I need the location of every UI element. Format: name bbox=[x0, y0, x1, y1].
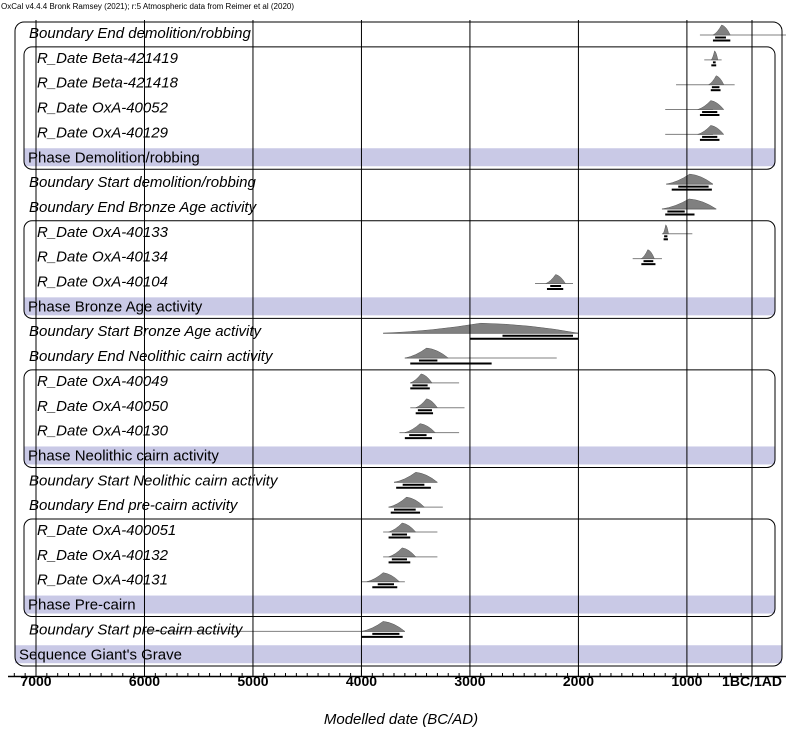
x-tick-label-0: 7000 bbox=[20, 673, 51, 689]
posterior-6 bbox=[666, 173, 714, 185]
posterior-18 bbox=[393, 472, 439, 483]
phase-band-5 bbox=[24, 148, 775, 167]
row-label-16: R_Date OxA-40130 bbox=[37, 423, 169, 440]
phase-bands bbox=[15, 148, 782, 664]
phase-group-box-3 bbox=[23, 518, 776, 618]
row-label-10: R_Date OxA-40104 bbox=[37, 274, 168, 291]
posterior-13 bbox=[404, 347, 449, 359]
posterior-9 bbox=[640, 249, 655, 259]
row-label-3: R_Date OxA-40052 bbox=[37, 100, 169, 117]
posterior-7 bbox=[661, 198, 718, 210]
row-label-13: Boundary End Neolithic cairn activity bbox=[29, 348, 274, 365]
row-label-22: R_Date OxA-40131 bbox=[37, 572, 168, 589]
row-label-0: Boundary End demolition/robbing bbox=[29, 25, 251, 42]
row-labels: Boundary End demolition/robbing R_Date Be… bbox=[19, 25, 279, 663]
phase-group-box-2 bbox=[23, 369, 776, 468]
row-label-11: Phase Bronze Age activity bbox=[28, 298, 203, 315]
row-label-24: Boundary Start pre-cairn activity bbox=[29, 621, 244, 638]
row-label-19: Boundary End pre-cairn activity bbox=[29, 497, 239, 514]
x-tick-label-3: 4000 bbox=[346, 673, 377, 689]
year-gridlines bbox=[35, 20, 753, 676]
posterior-1 bbox=[710, 50, 719, 61]
row-label-7: Boundary End Bronze Age activity bbox=[29, 199, 258, 216]
posterior-curves bbox=[144, 24, 786, 638]
posterior-3 bbox=[697, 100, 725, 110]
posterior-24 bbox=[361, 621, 406, 632]
x-tick-label-4: 3000 bbox=[454, 673, 485, 689]
phase-band-23 bbox=[24, 595, 775, 614]
row-label-25: Sequence Giant's Grave bbox=[19, 646, 182, 663]
row-label-2: R_Date Beta-421418 bbox=[37, 75, 179, 92]
posterior-4 bbox=[697, 125, 725, 135]
group-boxes bbox=[14, 21, 783, 667]
row-label-12: Boundary Start Bronze Age activity bbox=[29, 323, 263, 340]
posterior-19 bbox=[388, 496, 425, 508]
posterior-10 bbox=[545, 274, 566, 284]
x-axis-title: Modelled date (BC/AD) bbox=[324, 711, 478, 728]
row-label-23: Phase Pre-cairn bbox=[28, 597, 136, 614]
x-tick-label-5: 2000 bbox=[563, 673, 594, 689]
phase-band-17 bbox=[24, 446, 775, 465]
row-label-1: R_Date Beta-421419 bbox=[37, 50, 179, 67]
x-axis: 7000 6000 5000 4000 3000 2000 1000 1BC/1AD bbox=[8, 670, 786, 689]
posterior-21 bbox=[388, 547, 417, 558]
row-label-4: R_Date OxA-40129 bbox=[37, 124, 169, 141]
row-label-14: R_Date OxA-40049 bbox=[37, 373, 169, 390]
row-label-5: Phase Demolition/robbing bbox=[28, 149, 200, 166]
posterior-0 bbox=[712, 24, 731, 36]
chart-credit: OxCal v4.4.4 Bronk Ramsey (2021); r:5 At… bbox=[1, 2, 294, 11]
sequence-band-25 bbox=[15, 645, 782, 664]
x-tick-label-7: 1BC/1AD bbox=[722, 673, 782, 689]
phase-band-11 bbox=[24, 297, 775, 316]
row-label-6: Boundary Start demolition/robbing bbox=[29, 174, 256, 191]
posterior-22 bbox=[366, 572, 401, 582]
posterior-14 bbox=[410, 373, 433, 384]
row-label-9: R_Date OxA-40134 bbox=[37, 249, 168, 266]
posterior-16 bbox=[404, 423, 436, 433]
row-label-21: R_Date OxA-40132 bbox=[37, 547, 169, 564]
posterior-2 bbox=[708, 75, 725, 85]
x-tick-label-6: 1000 bbox=[671, 673, 702, 689]
posterior-20 bbox=[388, 522, 417, 533]
row-label-8: R_Date OxA-40133 bbox=[37, 224, 169, 241]
sequence-box bbox=[14, 21, 783, 667]
row-label-18: Boundary Start Neolithic cairn activity bbox=[29, 472, 279, 489]
posterior-8 bbox=[662, 224, 669, 235]
posterior-12 bbox=[383, 322, 579, 334]
x-tick-label-2: 5000 bbox=[237, 673, 268, 689]
x-tick-label-1: 6000 bbox=[129, 673, 160, 689]
posterior-15 bbox=[415, 398, 438, 408]
row-label-20: R_Date OxA-400051 bbox=[37, 522, 176, 539]
row-label-17: Phase Neolithic cairn activity bbox=[28, 447, 219, 464]
phase-group-box-1 bbox=[23, 220, 776, 319]
row-label-15: R_Date OxA-40050 bbox=[37, 398, 169, 415]
phase-group-box-0 bbox=[23, 46, 776, 170]
